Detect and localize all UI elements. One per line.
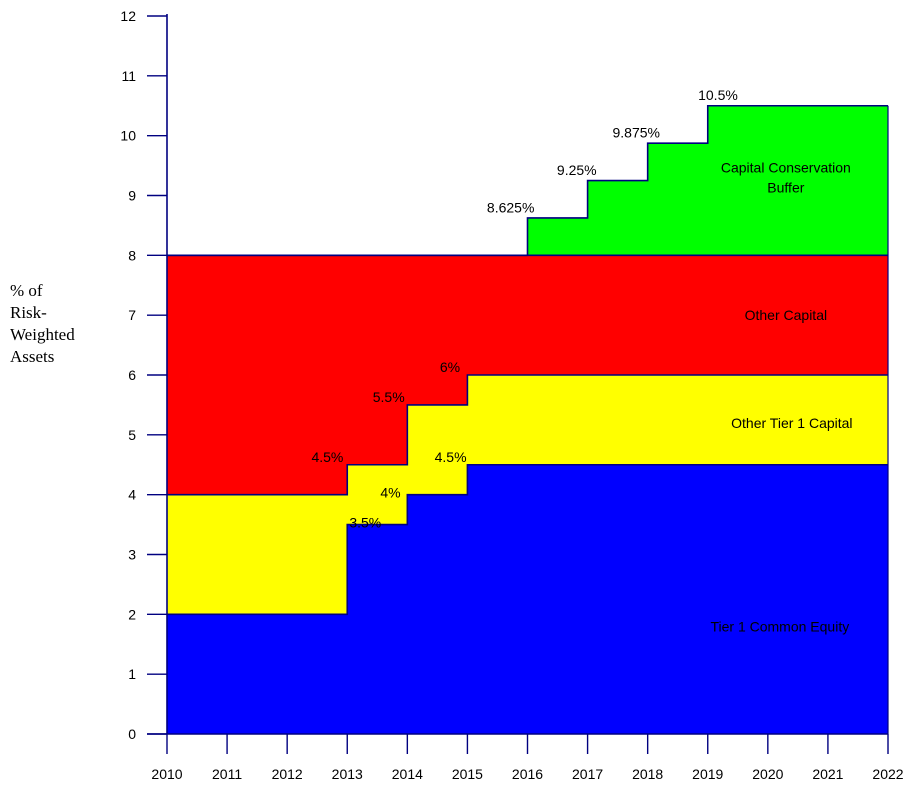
y-tick-label-2: 2 <box>128 606 136 622</box>
x-tick-label-2021: 2021 <box>812 766 843 782</box>
other-tier-1-capital-band-0 <box>167 494 348 615</box>
capital-conservation-buffer-outline <box>526 104 888 256</box>
capital-conservation-buffer-band-1 <box>587 180 648 256</box>
y-axis-label-line-3: Assets <box>10 347 54 366</box>
other-tier-1-capital-band-2 <box>407 404 468 495</box>
area-label-capital-conservation-buffer-line-0: Capital Conservation <box>721 160 851 176</box>
other-capital-band-0 <box>167 255 348 495</box>
other-tier-1-capital-band-3 <box>467 375 888 465</box>
y-axis-label: % of Risk- Weighted Assets <box>10 281 75 366</box>
data-label-9-25-7: 9.25% <box>557 162 597 178</box>
data-label-3-5-0: 3.5% <box>349 515 381 531</box>
x-tick-label-2017: 2017 <box>572 766 603 782</box>
y-tick-label-11: 11 <box>121 68 136 84</box>
y-axis-label-line-0: % of <box>10 281 43 300</box>
other-tier-1-capital-band-1 <box>347 464 408 525</box>
chart-outline <box>167 104 889 734</box>
y-tick-label-6: 6 <box>128 367 136 383</box>
y-tick-label-7: 7 <box>128 307 136 323</box>
y-tick-label-3: 3 <box>128 547 136 563</box>
series-other-capital <box>167 255 888 495</box>
y-tick-label-12: 12 <box>120 8 136 24</box>
y-tick-label-8: 8 <box>128 247 136 263</box>
x-tick-label-2015: 2015 <box>452 766 483 782</box>
capital-conservation-buffer-band-2 <box>647 143 708 256</box>
tier-1-common-equity-band-0 <box>167 614 348 734</box>
tier-1-common-equity-band-2 <box>407 494 468 734</box>
y-tick-label-5: 5 <box>128 427 136 443</box>
tier-1-common-equity-outline <box>167 463 888 616</box>
y-axis-label-line-1: Risk- <box>10 303 47 322</box>
x-tick-label-2012: 2012 <box>272 766 303 782</box>
area-label-capital-conservation-buffer-line-1: Buffer <box>767 180 804 196</box>
x-tick-label-2010: 2010 <box>151 766 182 782</box>
y-tick-label-1: 1 <box>128 666 136 682</box>
y-tick-label-10: 10 <box>120 128 136 144</box>
x-tick-label-2013: 2013 <box>332 766 363 782</box>
series-tier-1-common-equity <box>167 464 888 734</box>
x-tick-label-2016: 2016 <box>512 766 543 782</box>
other-capital-band-1 <box>347 255 408 465</box>
data-label-4-5-3: 4.5% <box>435 449 467 465</box>
tier-1-common-equity-band-1 <box>347 524 408 734</box>
x-tick-label-2011: 2011 <box>212 766 242 782</box>
y-tick-label-9: 9 <box>128 188 136 204</box>
capital-conservation-buffer-band-3 <box>707 105 888 256</box>
x-tick-label-2019: 2019 <box>692 766 723 782</box>
x-tick-label-2020: 2020 <box>752 766 783 782</box>
y-tick-label-4: 4 <box>128 487 136 503</box>
data-label-5-5-4: 5.5% <box>373 389 405 405</box>
capital-conservation-buffer-band-0 <box>527 217 588 256</box>
chart-areas <box>167 105 888 734</box>
data-label-4-5-2: 4.5% <box>311 449 343 465</box>
x-tick-label-2018: 2018 <box>632 766 663 782</box>
area-labels: Capital Conservation Buffer Other Capital O… <box>710 160 852 635</box>
area-label-other-capital: Other Capital <box>745 307 827 323</box>
data-label-6-5: 6% <box>440 359 460 375</box>
other-tier-1-capital-outline <box>167 374 888 496</box>
data-label-9-875-8: 9.875% <box>613 124 660 140</box>
tier-1-common-equity-band-3 <box>467 464 888 734</box>
other-capital-band-2 <box>407 255 468 405</box>
data-labels: 3.5% 4% 4.5% 4.5% 5.5% 6% 8.625% 9.25% 9.875% 10.… <box>311 87 737 531</box>
other-capital-band-3 <box>467 255 888 375</box>
series-capital-conservation-buffer <box>527 105 888 256</box>
y-axis-label-line-2: Weighted <box>10 325 75 344</box>
data-label-8-625-6: 8.625% <box>487 199 534 215</box>
y-tick-label-0: 0 <box>128 726 136 742</box>
x-tick-label-2022: 2022 <box>872 766 903 782</box>
x-tick-label-2014: 2014 <box>392 766 423 782</box>
series-other-tier-1-capital <box>167 375 888 615</box>
data-label-4-1: 4% <box>380 485 400 501</box>
area-label-other-tier-1-capital: Other Tier 1 Capital <box>731 415 852 431</box>
data-label-10-5-9: 10.5% <box>698 87 738 103</box>
area-label-tier-1-common-equity: Tier 1 Common Equity <box>710 618 849 634</box>
